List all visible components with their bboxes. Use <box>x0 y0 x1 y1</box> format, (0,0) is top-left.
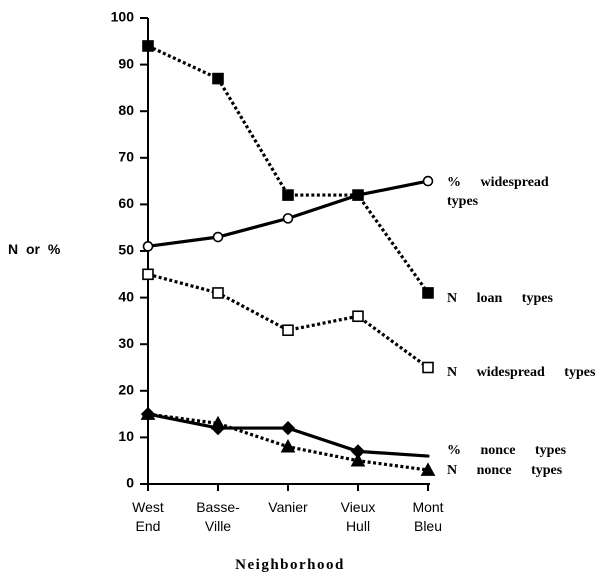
y-tick-label: 70 <box>118 149 134 165</box>
marker <box>352 310 364 323</box>
marker <box>280 439 296 453</box>
legend-label: N widespread types <box>447 365 596 380</box>
x-axis-label: Neighborhood <box>235 557 345 573</box>
marker <box>282 189 294 201</box>
marker <box>212 287 224 299</box>
y-tick-label: 40 <box>118 288 134 304</box>
marker <box>422 175 434 187</box>
y-tick-label: 80 <box>118 102 134 118</box>
marker <box>282 324 294 337</box>
marker <box>420 462 436 476</box>
series-line <box>147 272 429 369</box>
marker <box>210 415 226 430</box>
marker <box>350 453 366 467</box>
y-tick-label: 0 <box>126 475 134 491</box>
marker <box>282 213 294 224</box>
marker <box>352 189 364 201</box>
legend-label: % widespread types <box>447 175 549 209</box>
marker <box>422 287 434 299</box>
marker <box>142 268 154 281</box>
x-tick-label: Mont Bleu <box>412 499 444 534</box>
y-tick-label: 90 <box>118 55 134 71</box>
legend-label: % nonce types <box>447 443 567 458</box>
x-tick-label: Vieux Hull <box>340 499 376 534</box>
y-tick-label: 50 <box>118 242 134 258</box>
x-tick-label: Basse-Ville <box>196 499 240 534</box>
marker <box>212 72 224 85</box>
y-tick-label: 20 <box>118 382 134 398</box>
x-tick-label: Vanier <box>268 499 308 515</box>
y-tick-label: 10 <box>118 428 134 444</box>
marker <box>212 231 224 243</box>
marker <box>426 454 430 458</box>
series-line <box>147 44 430 294</box>
marker <box>142 40 154 52</box>
marker <box>140 406 156 420</box>
y-axis-label: N or % <box>8 241 61 257</box>
marker <box>280 420 296 436</box>
y-tick-label: 30 <box>118 335 134 351</box>
marker <box>422 361 434 374</box>
y-tick-label: 60 <box>118 195 134 211</box>
legend-label: N loan types <box>447 291 553 306</box>
legend-label: N nonce types <box>447 463 563 478</box>
x-tick-label: West End <box>132 499 164 534</box>
y-tick-label: 100 <box>111 9 135 25</box>
marker <box>142 241 154 252</box>
